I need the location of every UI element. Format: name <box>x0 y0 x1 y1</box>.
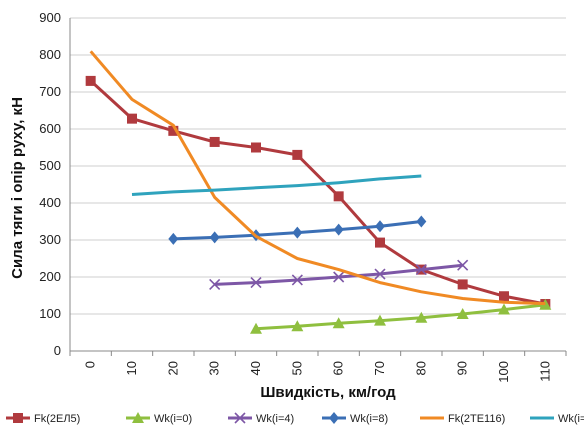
x-tick-label: 10 <box>124 361 139 375</box>
x-tick-label: 110 <box>537 361 552 382</box>
data-point <box>292 149 303 160</box>
data-point <box>329 412 339 424</box>
x-tick-label: 80 <box>413 361 428 375</box>
data-point <box>85 75 96 86</box>
series-1 <box>250 298 552 334</box>
data-point <box>333 271 345 283</box>
legend-item: Wk(i=4) <box>228 412 294 425</box>
legend-item: Wk(i=8) <box>322 412 388 425</box>
data-point <box>375 237 385 248</box>
y-axis-title: Сила тяги і опір руху, кН <box>9 97 26 279</box>
y-tick-label: 400 <box>39 195 61 210</box>
legend-item: Fk(2ТЕ116) <box>420 413 505 425</box>
series-2 <box>209 259 469 290</box>
series-5 <box>131 174 422 196</box>
data-point <box>250 322 262 334</box>
x-tick-label: 0 <box>83 361 98 368</box>
data-point <box>168 232 179 245</box>
data-point <box>168 125 179 136</box>
y-tick-label: 600 <box>39 121 61 136</box>
x-tick-label: 60 <box>331 361 346 375</box>
data-point <box>13 413 23 423</box>
y-tick-label: 0 <box>54 343 61 358</box>
legend-item: Wk(i=12) <box>530 413 584 425</box>
series-line <box>255 303 546 331</box>
data-point <box>250 276 262 289</box>
x-tick-label: 40 <box>248 361 263 375</box>
series-layer <box>85 50 552 334</box>
x-tick-label: 100 <box>496 361 511 383</box>
x-tick-label: 50 <box>289 361 304 375</box>
data-point <box>209 136 220 147</box>
data-point <box>375 220 385 233</box>
data-point <box>456 308 469 319</box>
legend-label: Wk(i=4) <box>256 413 294 425</box>
data-point <box>457 259 469 271</box>
data-point <box>374 314 386 326</box>
data-point <box>457 279 468 290</box>
x-tick-label: 90 <box>455 361 470 375</box>
x-tick-label: 30 <box>207 361 222 375</box>
legend-item: Fk(2ЕЛ5) <box>6 413 80 425</box>
data-point <box>291 274 303 286</box>
data-point <box>539 298 552 310</box>
series-line <box>89 50 546 306</box>
gridlines <box>70 17 566 352</box>
series-line <box>131 174 422 196</box>
y-tick-label: 100 <box>39 306 61 321</box>
data-point <box>498 303 510 315</box>
x-tick-label: 20 <box>165 361 180 375</box>
data-point <box>127 113 137 124</box>
data-point <box>332 317 345 329</box>
legend-label: Fk(2ЕЛ5) <box>34 413 80 425</box>
series-4 <box>89 50 546 306</box>
data-point <box>209 278 221 290</box>
legend-label: Wk(i=12) <box>558 413 584 425</box>
legend-label: Fk(2ТЕ116) <box>448 413 505 425</box>
data-point <box>416 215 427 228</box>
y-tick-label: 900 <box>39 10 61 25</box>
y-tick-label: 500 <box>39 158 61 173</box>
legend-item: Wk(i=0) <box>126 412 192 425</box>
data-point <box>499 291 509 302</box>
y-tick-label: 200 <box>39 269 61 284</box>
data-point <box>234 412 246 424</box>
y-tick-label: 700 <box>39 84 61 99</box>
data-point <box>291 320 304 332</box>
y-tick-label: 800 <box>39 47 61 62</box>
data-point <box>292 226 303 239</box>
series-line <box>89 79 546 306</box>
data-point <box>374 268 386 280</box>
legend-label: Wk(i=0) <box>154 413 192 425</box>
data-point <box>251 142 261 153</box>
y-tick-label: 300 <box>39 232 61 247</box>
data-point <box>415 311 428 323</box>
legend-label: Wk(i=8) <box>350 413 388 425</box>
data-point <box>209 231 220 244</box>
data-point <box>132 412 144 423</box>
x-tick-label: 70 <box>372 361 387 375</box>
data-point <box>333 191 344 202</box>
x-axis-title: Швидкість, км/год <box>260 384 396 401</box>
data-point <box>333 223 344 236</box>
legend: Fk(2ЕЛ5) Wk(i=0) Wk(i=4) Wk(i=8) Fk(2ТЕ116) W… <box>6 412 584 425</box>
data-point <box>415 264 427 276</box>
series-3 <box>168 215 427 245</box>
axes: 0 100 200 300 400 500 600 700 800 900 0 10 20 30 40 50 6… <box>39 10 567 383</box>
